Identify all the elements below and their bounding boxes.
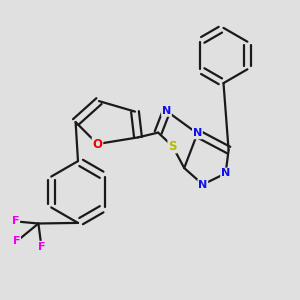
Text: S: S <box>168 140 177 153</box>
Text: F: F <box>12 216 20 226</box>
Text: F: F <box>13 236 20 247</box>
Text: N: N <box>162 106 171 116</box>
Text: N: N <box>198 179 207 190</box>
Text: N: N <box>193 128 202 139</box>
Text: F: F <box>38 242 45 252</box>
Text: O: O <box>92 137 103 151</box>
Text: N: N <box>221 168 230 178</box>
